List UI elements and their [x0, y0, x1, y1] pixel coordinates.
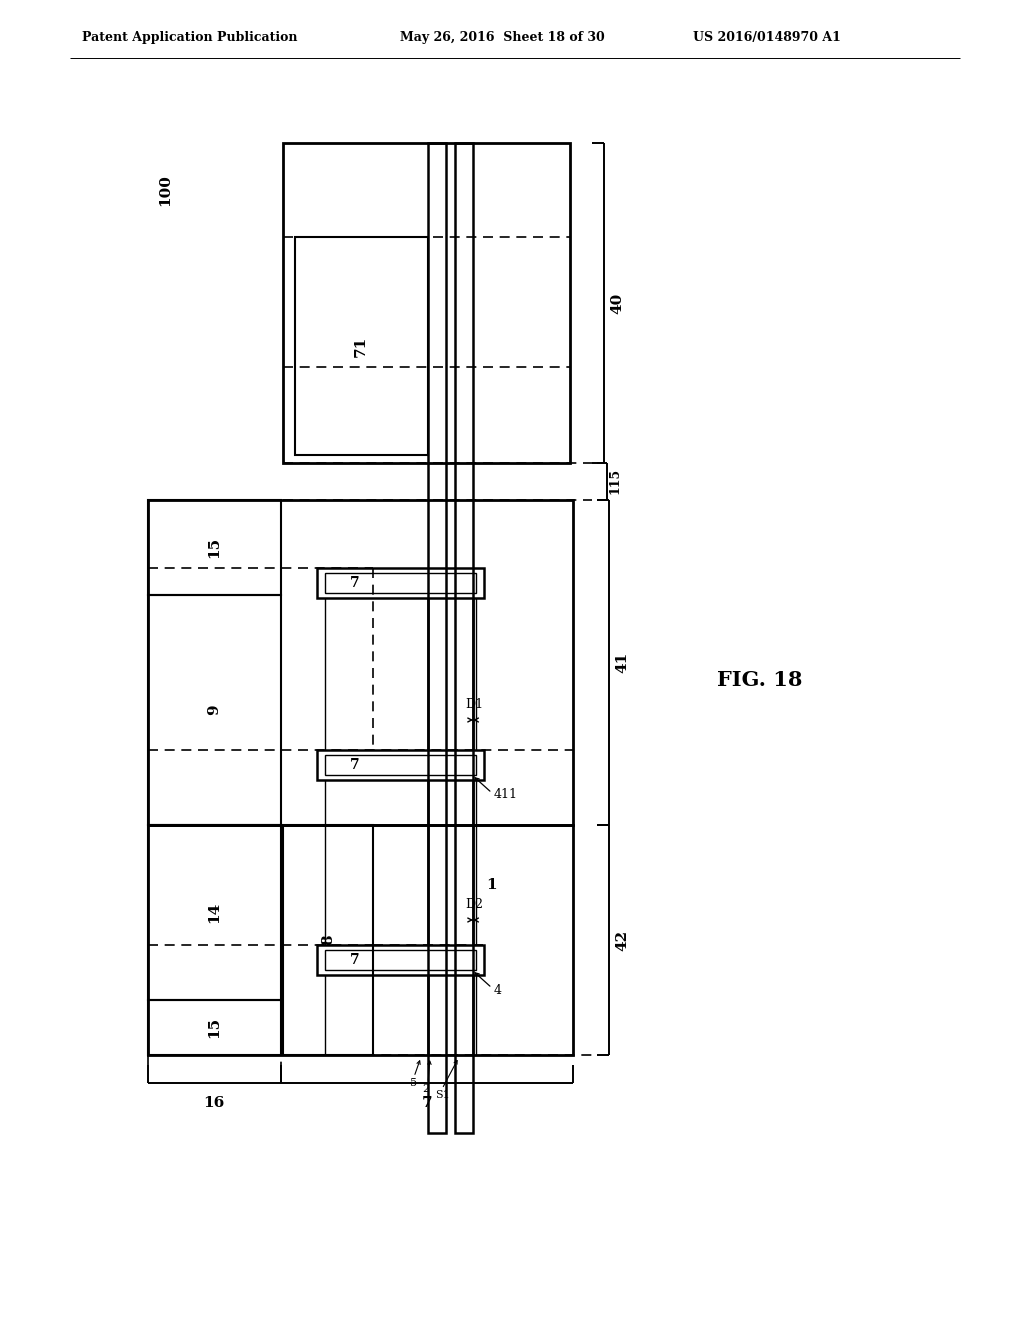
Text: 2: 2	[423, 1084, 429, 1094]
Text: 8: 8	[321, 935, 335, 945]
Bar	[283, 825, 373, 1055]
Text: 15: 15	[207, 1016, 221, 1038]
Bar	[148, 500, 281, 595]
Bar	[317, 750, 484, 780]
Text: 41: 41	[615, 651, 629, 673]
Text: 5: 5	[411, 1078, 418, 1088]
Bar	[325, 573, 476, 593]
Text: 411: 411	[494, 788, 518, 801]
Text: 1: 1	[485, 878, 497, 892]
Text: FIG. 18: FIG. 18	[718, 671, 803, 690]
Bar	[148, 825, 573, 1055]
Bar	[148, 595, 281, 825]
Text: 100: 100	[158, 174, 172, 206]
Text: 16: 16	[204, 1096, 224, 1110]
Bar	[148, 825, 281, 1001]
Text: D2: D2	[465, 899, 483, 912]
Text: 7: 7	[350, 758, 359, 772]
Text: 7: 7	[350, 576, 359, 590]
Text: 15: 15	[207, 536, 221, 557]
Text: 9: 9	[207, 705, 221, 715]
Text: 115: 115	[608, 467, 622, 494]
Bar	[455, 143, 473, 1133]
Text: S1: S1	[434, 1090, 450, 1100]
Text: Patent Application Publication: Patent Application Publication	[82, 32, 298, 45]
Text: US 2016/0148970 A1: US 2016/0148970 A1	[693, 32, 841, 45]
Bar	[325, 755, 476, 775]
Text: 14: 14	[207, 902, 221, 923]
Bar	[283, 143, 570, 463]
Text: 40: 40	[610, 292, 624, 314]
Text: 71: 71	[354, 335, 368, 356]
Text: D1: D1	[465, 698, 483, 711]
Bar	[148, 1001, 281, 1055]
Bar	[317, 568, 484, 598]
Bar	[428, 143, 446, 1133]
Text: 4: 4	[494, 983, 502, 997]
Bar	[148, 500, 573, 825]
Text: 7: 7	[422, 1096, 432, 1110]
Text: 7: 7	[350, 953, 359, 968]
Bar	[317, 945, 484, 975]
Text: May 26, 2016  Sheet 18 of 30: May 26, 2016 Sheet 18 of 30	[400, 32, 605, 45]
Bar	[295, 238, 428, 455]
Bar	[325, 950, 476, 970]
Text: 42: 42	[615, 929, 629, 950]
